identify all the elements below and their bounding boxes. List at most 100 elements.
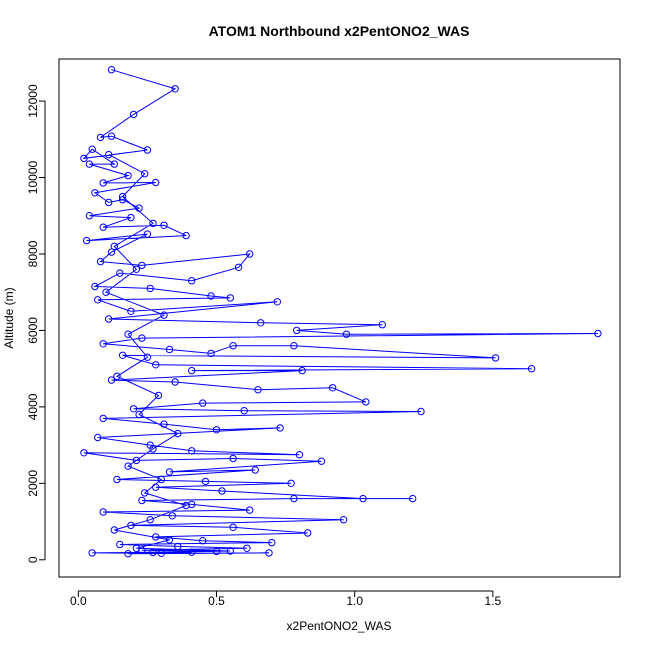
y-axis-label: Altitude (m) xyxy=(2,287,16,348)
y-tick-label: 4000 xyxy=(26,393,40,420)
data-point xyxy=(157,549,166,557)
data-point xyxy=(165,536,174,544)
data-point xyxy=(229,523,237,531)
data-point xyxy=(152,361,160,369)
data-point xyxy=(527,365,536,373)
data-point xyxy=(141,170,149,178)
data-point xyxy=(99,414,107,423)
data-point xyxy=(199,399,207,407)
data-point xyxy=(94,296,102,304)
x-axis: 0.0 0.5 1.0 1.5 xyxy=(70,590,502,608)
data-point xyxy=(207,292,215,300)
data-point xyxy=(118,196,127,204)
y-axis: 0 2000 4000 6000 8000 10000 12000 xyxy=(26,84,46,563)
data-point xyxy=(96,133,105,142)
data-point xyxy=(132,456,141,465)
data-point xyxy=(268,538,276,547)
data-point xyxy=(118,192,127,201)
data-point xyxy=(328,384,337,392)
data-point xyxy=(99,508,107,516)
data-point xyxy=(251,466,259,474)
data-point xyxy=(138,496,146,505)
data-point xyxy=(149,548,157,557)
data-point xyxy=(188,277,196,285)
data-point xyxy=(99,179,107,187)
data-point xyxy=(116,540,124,549)
data-point xyxy=(229,342,237,350)
data-point xyxy=(257,319,265,327)
data-point xyxy=(143,230,152,238)
data-point xyxy=(110,160,119,168)
data-point xyxy=(298,366,306,375)
data-point xyxy=(124,550,132,558)
data-point xyxy=(182,231,190,240)
data-point xyxy=(243,544,251,552)
data-point xyxy=(188,548,196,556)
data-point xyxy=(99,340,107,348)
y-tick-label: 0 xyxy=(26,556,40,563)
data-point xyxy=(149,445,157,453)
data-point xyxy=(99,223,107,231)
data-point xyxy=(143,146,152,154)
data-point xyxy=(188,366,196,375)
data-point xyxy=(171,85,179,93)
series-layer xyxy=(80,66,602,558)
data-point xyxy=(304,529,312,537)
data-point xyxy=(157,475,166,484)
data-point xyxy=(290,342,298,350)
y-tick-label: 8000 xyxy=(26,240,40,267)
data-point xyxy=(295,451,304,459)
data-point xyxy=(143,353,152,361)
plot-frame xyxy=(58,58,621,578)
data-point xyxy=(135,410,143,419)
data-point xyxy=(246,250,254,258)
data-point xyxy=(594,329,602,338)
data-point xyxy=(160,311,168,319)
data-point xyxy=(80,154,88,163)
y-tick-label: 12000 xyxy=(26,84,40,118)
data-point xyxy=(146,516,154,524)
data-point xyxy=(124,330,132,338)
data-point xyxy=(207,349,215,358)
data-point xyxy=(141,489,149,497)
data-point xyxy=(138,334,146,342)
y-tick-label: 6000 xyxy=(26,317,40,344)
x-tick-label: 0.5 xyxy=(208,594,225,608)
data-point xyxy=(88,145,96,153)
data-point xyxy=(317,457,326,465)
chart-title: ATOM1 Northbound x2PentONO2_WAS xyxy=(209,23,470,39)
data-point xyxy=(113,475,121,484)
y-tick-label: 10000 xyxy=(26,161,40,195)
data-point xyxy=(491,354,500,362)
data-point xyxy=(293,326,301,335)
x-axis-label: x2PentONO2_WAS xyxy=(287,619,392,633)
data-point xyxy=(91,189,99,197)
data-point xyxy=(199,537,207,545)
data-point xyxy=(273,298,281,306)
data-point xyxy=(212,426,221,434)
data-point xyxy=(152,483,160,491)
x-tick-label: 1.5 xyxy=(485,594,502,608)
data-point xyxy=(107,376,116,384)
x-tick-label: 1.0 xyxy=(346,594,363,608)
data-point xyxy=(124,462,132,470)
data-point xyxy=(127,521,135,530)
data-point xyxy=(127,213,135,222)
data-point xyxy=(88,549,96,557)
data-point xyxy=(105,150,113,159)
data-point xyxy=(132,544,141,552)
data-point xyxy=(80,449,88,457)
data-point xyxy=(362,398,370,406)
data-point xyxy=(287,479,295,487)
data-point xyxy=(82,236,91,245)
data-point xyxy=(174,429,182,438)
data-point xyxy=(135,204,143,212)
data-point xyxy=(234,263,243,271)
data-point xyxy=(105,198,113,207)
data-point xyxy=(127,307,135,315)
data-point xyxy=(113,372,121,380)
data-point xyxy=(160,221,168,230)
data-point xyxy=(149,219,157,228)
data-point xyxy=(154,391,163,400)
